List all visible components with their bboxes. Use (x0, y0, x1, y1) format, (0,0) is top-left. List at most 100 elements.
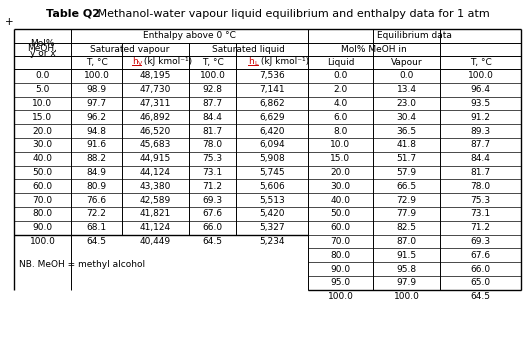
Text: 57.9: 57.9 (397, 168, 417, 177)
Text: 76.6: 76.6 (87, 195, 107, 205)
Text: 47,311: 47,311 (140, 99, 171, 108)
Text: 97.9: 97.9 (397, 279, 417, 287)
Text: 66.0: 66.0 (202, 223, 223, 232)
Text: Saturated liquid: Saturated liquid (212, 45, 285, 54)
Text: 97.7: 97.7 (87, 99, 107, 108)
Text: 96.4: 96.4 (470, 85, 491, 94)
Text: 44,124: 44,124 (140, 168, 171, 177)
Text: 30.0: 30.0 (32, 140, 53, 149)
Text: 10.0: 10.0 (331, 140, 351, 149)
Text: 100.0: 100.0 (200, 72, 225, 80)
Text: 71.2: 71.2 (203, 182, 222, 191)
Text: 98.9: 98.9 (87, 85, 107, 94)
Text: 5,513: 5,513 (259, 195, 285, 205)
Text: 93.5: 93.5 (470, 99, 491, 108)
Text: 23.0: 23.0 (397, 99, 417, 108)
Text: 95.8: 95.8 (397, 265, 417, 274)
Text: 41,124: 41,124 (140, 223, 171, 232)
Text: 84.4: 84.4 (470, 154, 491, 163)
Text: 64.5: 64.5 (87, 237, 107, 246)
Text: T, °C: T, °C (469, 58, 492, 67)
Text: 95.0: 95.0 (331, 279, 351, 287)
Text: 20.0: 20.0 (331, 168, 351, 177)
Text: 84.9: 84.9 (87, 168, 107, 177)
Text: h: h (132, 58, 138, 67)
Text: 47,730: 47,730 (140, 85, 171, 94)
Text: 40.0: 40.0 (331, 195, 351, 205)
Text: 41,821: 41,821 (140, 209, 171, 218)
Text: 100.0: 100.0 (393, 292, 419, 301)
Text: 5,420: 5,420 (259, 209, 285, 218)
Text: L: L (254, 61, 258, 66)
Text: 10.0: 10.0 (32, 99, 53, 108)
Text: Saturated vapour: Saturated vapour (90, 45, 169, 54)
Text: 91.5: 91.5 (397, 251, 417, 260)
Text: 91.6: 91.6 (87, 140, 107, 149)
Text: 5,327: 5,327 (259, 223, 285, 232)
Text: 77.9: 77.9 (397, 209, 417, 218)
Text: 70.0: 70.0 (331, 237, 351, 246)
Text: 60.0: 60.0 (331, 223, 351, 232)
Text: 78.0: 78.0 (202, 140, 223, 149)
Text: 81.7: 81.7 (470, 168, 491, 177)
Text: 78.0: 78.0 (470, 182, 491, 191)
Text: 43,380: 43,380 (140, 182, 171, 191)
Text: 80.0: 80.0 (32, 209, 53, 218)
Text: 46,892: 46,892 (140, 113, 171, 122)
Text: 46,520: 46,520 (140, 127, 171, 136)
Text: 87.7: 87.7 (202, 99, 223, 108)
Text: 0.0: 0.0 (333, 72, 347, 80)
Text: 6,420: 6,420 (259, 127, 285, 136)
Text: 20.0: 20.0 (33, 127, 52, 136)
Text: 75.3: 75.3 (202, 154, 223, 163)
Text: T, °C: T, °C (86, 58, 107, 67)
Text: 6,629: 6,629 (259, 113, 285, 122)
Text: 2.0: 2.0 (333, 85, 347, 94)
Text: 4.0: 4.0 (333, 99, 347, 108)
Text: V: V (137, 61, 142, 66)
Text: 50.0: 50.0 (331, 209, 351, 218)
Text: 87.0: 87.0 (397, 237, 417, 246)
Text: (kJ kmol⁻¹): (kJ kmol⁻¹) (141, 58, 192, 67)
Text: 40.0: 40.0 (33, 154, 52, 163)
Text: 8.0: 8.0 (333, 127, 347, 136)
Text: 5.0: 5.0 (35, 85, 50, 94)
Text: 100.0: 100.0 (468, 72, 494, 80)
Text: +: + (5, 17, 14, 27)
Text: 68.1: 68.1 (87, 223, 107, 232)
Text: 91.2: 91.2 (470, 113, 491, 122)
Text: 36.5: 36.5 (397, 127, 417, 136)
Text: 51.7: 51.7 (397, 154, 417, 163)
Text: 30.4: 30.4 (397, 113, 417, 122)
Text: 45,683: 45,683 (140, 140, 171, 149)
Text: 41.8: 41.8 (397, 140, 417, 149)
Text: 66.5: 66.5 (397, 182, 417, 191)
Text: 89.3: 89.3 (470, 127, 491, 136)
Text: 60.0: 60.0 (32, 182, 53, 191)
Text: 7,536: 7,536 (259, 72, 285, 80)
Text: 40,449: 40,449 (140, 237, 171, 246)
Text: (kJ kmol⁻¹): (kJ kmol⁻¹) (258, 58, 309, 67)
Text: 80.0: 80.0 (331, 251, 351, 260)
Text: 69.3: 69.3 (202, 195, 223, 205)
Text: 90.0: 90.0 (32, 223, 53, 232)
Text: 100.0: 100.0 (83, 72, 109, 80)
Text: 64.5: 64.5 (470, 292, 491, 301)
Text: 44,915: 44,915 (140, 154, 171, 163)
Text: Table Q2: Table Q2 (46, 9, 100, 19)
Text: 15.0: 15.0 (32, 113, 53, 122)
Text: 100.0: 100.0 (327, 292, 353, 301)
Text: 7,141: 7,141 (259, 85, 285, 94)
Text: 5,908: 5,908 (259, 154, 285, 163)
Text: 5,745: 5,745 (259, 168, 285, 177)
Text: 84.4: 84.4 (203, 113, 222, 122)
Text: 66.0: 66.0 (470, 265, 491, 274)
Text: 90.0: 90.0 (331, 265, 351, 274)
Text: 72.2: 72.2 (87, 209, 107, 218)
Text: 6,094: 6,094 (259, 140, 285, 149)
Text: 82.5: 82.5 (397, 223, 417, 232)
Text: Equilibrium data: Equilibrium data (377, 31, 452, 40)
Text: y or x: y or x (30, 50, 55, 59)
Text: 73.1: 73.1 (470, 209, 491, 218)
Text: 73.1: 73.1 (202, 168, 223, 177)
